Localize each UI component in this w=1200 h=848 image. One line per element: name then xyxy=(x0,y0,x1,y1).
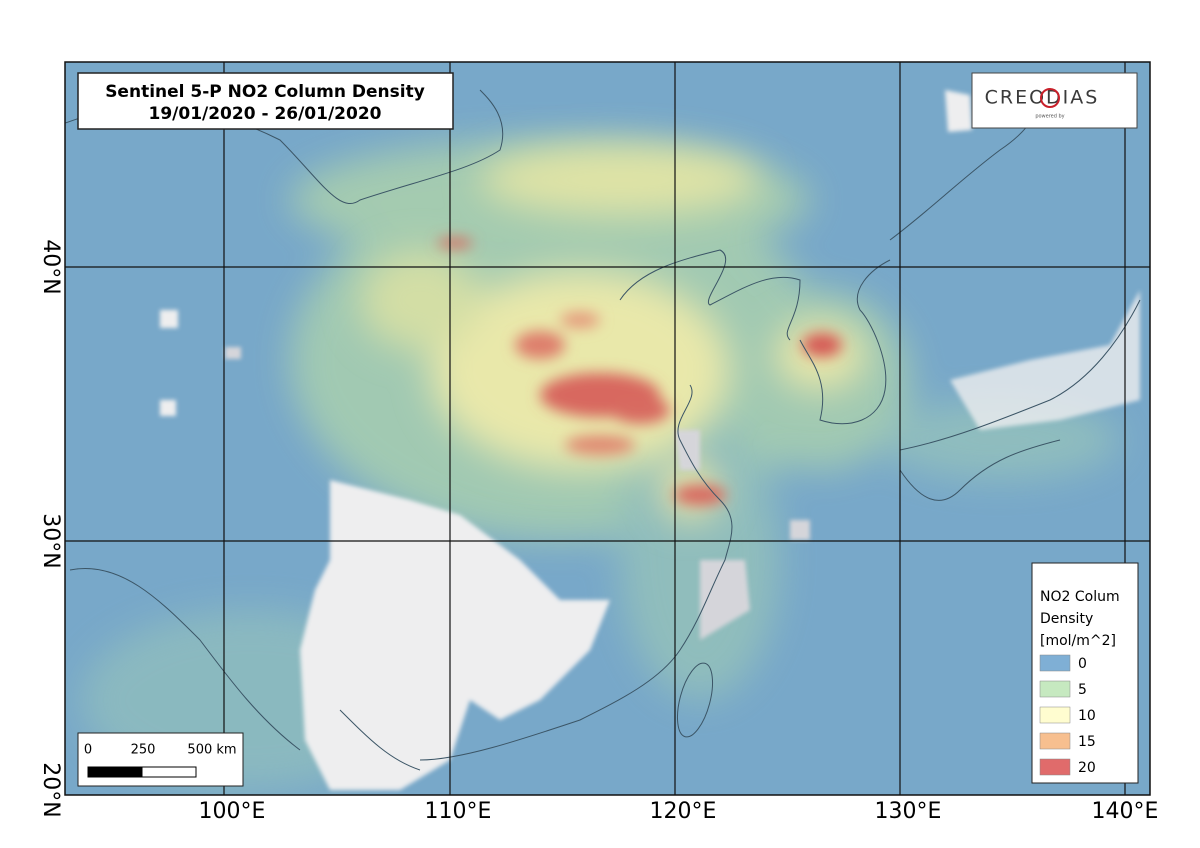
legend-swatch xyxy=(1039,706,1071,724)
legend-title: Density xyxy=(1040,611,1093,627)
longitude-label: 120°E xyxy=(650,799,717,824)
logo: CREODIAS powered by xyxy=(971,72,1138,129)
scale-label: 250 xyxy=(131,743,156,758)
scale-bar: 0 250 500 km xyxy=(77,732,244,787)
legend-label: 15 xyxy=(1078,734,1096,750)
legend-swatch xyxy=(1039,758,1071,776)
title-box: Sentinel 5-P NO2 Column Density 19/01/20… xyxy=(77,72,454,130)
longitude-label: 130°E xyxy=(875,799,942,824)
scale-label: 500 km xyxy=(187,743,236,758)
latitude-label: 20°N xyxy=(38,762,63,817)
map-frame xyxy=(64,61,1151,796)
longitude-label: 100°E xyxy=(199,799,266,824)
legend-swatch xyxy=(1039,680,1071,698)
legend-title: NO2 Colum xyxy=(1040,589,1120,605)
logo-tagline: powered by xyxy=(1035,114,1064,120)
legend-label: 10 xyxy=(1078,708,1096,724)
scale-label: 0 xyxy=(84,743,92,758)
latitude-label: 30°N xyxy=(38,513,63,568)
legend-swatch xyxy=(1039,732,1071,750)
legend-swatch xyxy=(1039,654,1071,672)
legend-label: 20 xyxy=(1078,760,1096,776)
title-line: 19/01/2020 - 26/01/2020 xyxy=(149,104,382,124)
legend-label: 0 xyxy=(1078,656,1087,672)
legend: NO2 Colum Density [mol/m^2] 0 5 10 15 20 xyxy=(1031,562,1139,784)
legend-title: [mol/m^2] xyxy=(1040,633,1116,649)
longitude-label: 140°E xyxy=(1092,799,1159,824)
map-raster xyxy=(65,62,1150,795)
legend-label: 5 xyxy=(1078,682,1087,698)
latitude-label: 40°N xyxy=(38,239,63,294)
title-line: Sentinel 5-P NO2 Column Density xyxy=(105,82,425,102)
longitude-label: 110°E xyxy=(425,799,492,824)
